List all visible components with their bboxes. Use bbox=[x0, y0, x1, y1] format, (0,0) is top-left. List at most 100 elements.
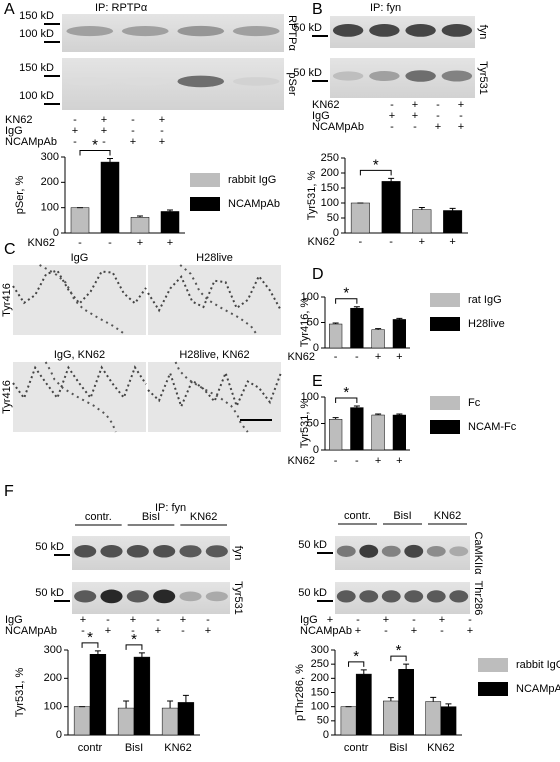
row-sign: - bbox=[102, 136, 106, 148]
legend-label: Fc bbox=[468, 397, 481, 409]
x-axis-label: KN62 bbox=[307, 236, 335, 248]
blot-band bbox=[177, 75, 225, 88]
legend-label: rabbit IgG bbox=[516, 659, 560, 671]
group-label: contr. bbox=[344, 510, 371, 522]
row-label: NCAMpAb bbox=[5, 625, 57, 637]
error-bar bbox=[353, 405, 360, 408]
bar bbox=[100, 161, 120, 234]
marker-label: 150 kD bbox=[19, 10, 54, 22]
error-bar bbox=[403, 663, 410, 670]
bar bbox=[371, 414, 385, 451]
micrograph-label: IgG bbox=[71, 252, 89, 264]
blot-band bbox=[100, 589, 123, 604]
row-sign: - bbox=[328, 625, 332, 637]
marker-label: 50 kD bbox=[298, 539, 327, 551]
micrograph-label: IgG, KN62 bbox=[54, 349, 105, 361]
row-sign: - bbox=[106, 614, 110, 626]
bar bbox=[130, 217, 150, 234]
significance-star: * bbox=[343, 285, 349, 302]
row-sign: - bbox=[440, 625, 444, 637]
blot-band bbox=[369, 24, 400, 37]
row-label: NCAMpAb bbox=[312, 121, 364, 133]
row-sign: + bbox=[458, 99, 464, 111]
error-bar bbox=[396, 317, 403, 320]
blot-band bbox=[66, 26, 114, 37]
neurite bbox=[44, 361, 117, 433]
row-sign: + bbox=[383, 614, 389, 626]
error-bar bbox=[332, 322, 339, 325]
significance-bracket bbox=[390, 655, 407, 662]
blot-band bbox=[404, 544, 424, 558]
significance-star: * bbox=[396, 642, 402, 659]
significance-star: * bbox=[131, 631, 137, 648]
x-tick-label: + bbox=[396, 351, 402, 363]
panel-letter: B bbox=[312, 1, 323, 18]
row-sign: + bbox=[467, 625, 473, 637]
row-sign: - bbox=[160, 125, 164, 137]
blot-band bbox=[441, 70, 473, 82]
blot-strip bbox=[335, 536, 470, 570]
x-tick-label: + bbox=[167, 237, 173, 249]
blot-band bbox=[179, 591, 202, 602]
significance-bracket bbox=[125, 644, 143, 650]
neurite bbox=[179, 264, 258, 336]
blot-band bbox=[332, 24, 364, 37]
blot-band bbox=[381, 590, 401, 603]
marker-label: 100 kD bbox=[19, 28, 54, 40]
legend-swatch bbox=[430, 317, 460, 331]
y-tick-label: 150 bbox=[311, 686, 329, 698]
blot-strip bbox=[335, 582, 470, 614]
group-label: BisI bbox=[393, 510, 411, 522]
marker-label: 100 kD bbox=[19, 90, 54, 102]
neurite bbox=[147, 274, 282, 313]
row-sign: + bbox=[80, 614, 86, 626]
x-axis-label: KN62 bbox=[287, 351, 315, 363]
bar bbox=[443, 210, 463, 234]
blot-band bbox=[232, 26, 280, 37]
row-sign: - bbox=[390, 121, 394, 133]
marker-label: 50 kD bbox=[293, 22, 322, 34]
y-axis-label: Tyr531, % bbox=[299, 399, 311, 449]
error-bar bbox=[375, 413, 382, 416]
x-tick-label: + bbox=[375, 455, 381, 467]
bar bbox=[70, 207, 90, 234]
blot-strip bbox=[72, 536, 230, 570]
y-tick-label: 200 bbox=[321, 167, 339, 179]
y-tick-label: 250 bbox=[321, 152, 339, 164]
row-sign: - bbox=[436, 99, 440, 111]
row-sign: - bbox=[390, 99, 394, 111]
marker-label: 150 kD bbox=[19, 62, 54, 74]
row-label: NCAMpAb bbox=[5, 136, 57, 148]
x-tick-label: BisI bbox=[389, 742, 407, 754]
strip-label: Thr286 bbox=[472, 581, 484, 616]
y-tick-label: 100 bbox=[41, 202, 59, 214]
stain-label: Tyr416 bbox=[1, 380, 13, 414]
marker-label: 50 kD bbox=[298, 587, 327, 599]
blot-band bbox=[449, 590, 469, 603]
bar bbox=[381, 181, 401, 234]
micrograph bbox=[13, 265, 146, 335]
significance-bracket bbox=[79, 150, 111, 156]
blot-band bbox=[405, 70, 436, 82]
bar bbox=[392, 319, 406, 349]
group-label: KN62 bbox=[434, 510, 462, 522]
error-bar bbox=[430, 696, 437, 702]
row-sign: + bbox=[105, 625, 111, 637]
y-tick-label: 100 bbox=[44, 701, 62, 713]
row-sign: + bbox=[355, 625, 361, 637]
panel-letter: C bbox=[4, 241, 16, 258]
y-tick-label: 0 bbox=[313, 444, 319, 456]
bar bbox=[89, 654, 107, 736]
group-label: KN62 bbox=[190, 511, 218, 523]
y-tick-label: 0 bbox=[53, 227, 59, 239]
blot-band bbox=[232, 77, 280, 86]
marker-label: 50 kD bbox=[293, 67, 322, 79]
x-tick-label: + bbox=[137, 237, 143, 249]
x-tick-label: - bbox=[359, 236, 363, 248]
micrograph bbox=[13, 362, 146, 432]
legend-swatch bbox=[190, 173, 220, 187]
error-bar bbox=[107, 158, 113, 163]
blot-band bbox=[336, 590, 356, 603]
micrograph-label: H28live, KN62 bbox=[179, 349, 249, 361]
